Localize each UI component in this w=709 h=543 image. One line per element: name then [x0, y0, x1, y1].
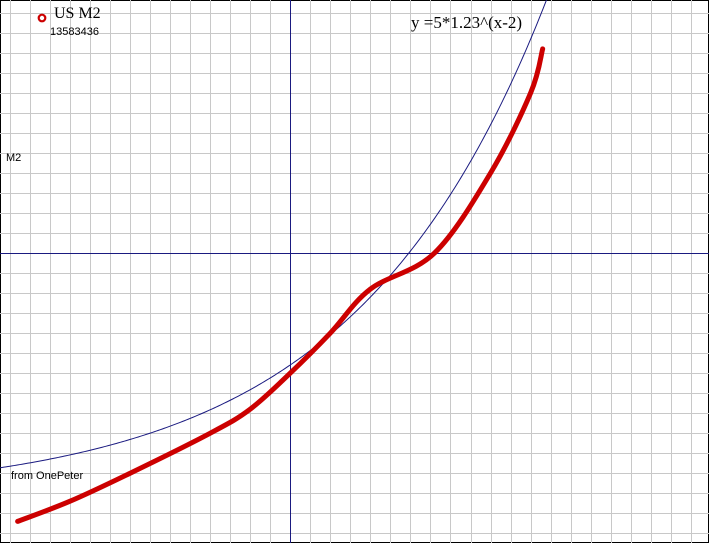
- credit-label: from OnePeter: [11, 470, 84, 482]
- chart-subtitle: 13583436: [50, 26, 99, 38]
- fit-equation-label: y =5*1.23^(x-2): [411, 13, 523, 32]
- y-axis-label: M2: [6, 152, 22, 164]
- chart-title: US M2: [54, 5, 101, 22]
- fit-curve-line: [0, 0, 548, 469]
- legend-marker-icon: [37, 10, 47, 28]
- data-series-line: [15, 46, 546, 524]
